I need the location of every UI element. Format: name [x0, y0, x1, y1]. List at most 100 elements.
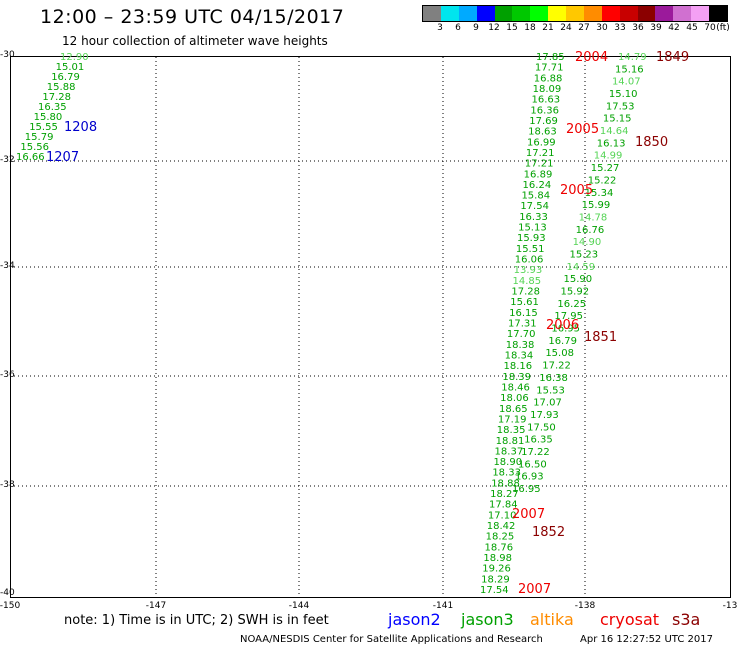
- color-swatch: [601, 6, 620, 21]
- color-swatch: [691, 6, 709, 21]
- wave-height-value: 17.21: [526, 148, 555, 159]
- wave-height-value: 17.85: [536, 52, 565, 63]
- wave-height-value: 16.36: [530, 105, 559, 116]
- page-subtitle: 12 hour collection of altimeter wave hei…: [62, 34, 328, 48]
- wave-height-value: 15.90: [563, 274, 592, 285]
- color-scale-labels: 3 6 9 12 15 18 21 24 27 30 33 36 39 42 45 70 (ft): [422, 23, 730, 35]
- color-swatch: [709, 6, 727, 21]
- satellite-legend-jason2: jason2: [388, 610, 441, 629]
- wave-height-value: 14.99: [594, 151, 623, 162]
- wave-height-value: 16.66: [16, 152, 45, 163]
- wave-height-value: 16.89: [524, 169, 553, 180]
- color-scale-label: 33: [614, 23, 626, 33]
- latitude-tick-label: -40: [0, 588, 15, 598]
- color-swatch: [655, 6, 674, 21]
- color-scale-label: 30: [596, 23, 608, 33]
- wave-height-value: 15.53: [536, 385, 565, 396]
- color-swatch: [440, 6, 459, 21]
- wave-height-value: 18.29: [481, 574, 510, 585]
- wave-height-value: 15.61: [510, 297, 539, 308]
- wave-height-value: 16.24: [523, 180, 552, 191]
- wave-height-value: 14.79: [618, 52, 647, 63]
- wave-height-value: 15.27: [591, 163, 620, 174]
- wave-height-value: 17.50: [527, 422, 556, 433]
- wave-height-value: 18.34: [505, 350, 534, 361]
- color-scale-label: 15: [506, 23, 518, 33]
- wave-height-value: 16.93: [515, 472, 544, 483]
- color-scale-label: 70: [704, 23, 716, 33]
- wave-height-value: 16.88: [534, 73, 563, 84]
- wave-height-value: 18.46: [501, 382, 530, 393]
- wave-height-value: 15.22: [588, 175, 617, 186]
- color-swatch: [548, 6, 566, 21]
- color-scale-label: 12: [488, 23, 500, 33]
- color-scale-label: 27: [578, 23, 590, 33]
- wave-height-value: 17.93: [530, 410, 559, 421]
- color-scale-label: 9: [473, 23, 479, 33]
- wave-height-value: 16.50: [518, 459, 547, 470]
- wave-height-value: 18.88: [491, 478, 520, 489]
- wave-height-value: 16.33: [519, 212, 548, 223]
- wave-height-value: 15.92: [560, 287, 589, 298]
- color-scale-label: 39: [650, 23, 662, 33]
- longitude-tick-label: -147: [145, 601, 167, 611]
- wave-height-value: 18.98: [483, 553, 512, 564]
- wave-height-value: 18.27: [490, 489, 519, 500]
- wave-height-value: 12.90: [60, 52, 89, 63]
- wave-height-value: 15.51: [516, 244, 545, 255]
- wave-height-value: 16.95: [551, 324, 580, 335]
- pass-time-label: 2006: [546, 318, 579, 333]
- wave-height-value: 14.90: [573, 237, 602, 248]
- wave-height-value: 16.63: [532, 95, 561, 106]
- pass-time-label: 1208: [64, 120, 97, 135]
- latitude-tick-label: -34: [0, 261, 15, 271]
- wave-height-value: 15.10: [609, 89, 638, 100]
- color-scale-label: 24: [560, 23, 572, 33]
- wave-height-value: 18.42: [487, 521, 516, 532]
- wave-height-value: 18.65: [499, 404, 528, 415]
- wave-height-value: 16.38: [539, 373, 568, 384]
- wave-height-value: 15.16: [615, 64, 644, 75]
- wave-height-value: 15.84: [521, 191, 550, 202]
- wave-height-value: 18.76: [484, 542, 513, 553]
- longitude-tick-label: -141: [432, 601, 454, 611]
- color-scale-label: 45: [686, 23, 698, 33]
- wave-height-value: 17.21: [525, 159, 554, 170]
- map-frame: [10, 56, 731, 598]
- wave-height-value: 15.08: [545, 348, 574, 359]
- wave-height-value: 15.56: [20, 142, 49, 153]
- color-swatch: [583, 6, 602, 21]
- wave-height-value: 14.78: [579, 212, 608, 223]
- pass-time-label: 2007: [518, 582, 551, 597]
- wave-height-value: 15.79: [25, 132, 54, 143]
- satellite-legend-cryosat: cryosat: [600, 610, 660, 629]
- color-scale-label: 21: [542, 23, 554, 33]
- wave-height-value: 17.19: [498, 414, 527, 425]
- wave-height-value: 17.69: [529, 116, 558, 127]
- wave-height-value: 18.81: [496, 436, 525, 447]
- wave-height-value: 15.13: [518, 223, 547, 234]
- wave-height-value: 18.63: [528, 127, 557, 138]
- wave-height-value: 16.79: [548, 336, 577, 347]
- wave-height-value: 18.33: [492, 468, 521, 479]
- wave-height-value: 18.38: [506, 340, 535, 351]
- wave-height-value: 19.26: [482, 564, 511, 575]
- generated-timestamp: Apr 16 12:27:52 UTC 2017: [580, 634, 713, 645]
- color-scale-label: 36: [632, 23, 644, 33]
- wave-height-value: 16.25: [557, 299, 586, 310]
- wave-height-value: 16.06: [515, 255, 544, 266]
- wave-height-value: 15.88: [47, 82, 76, 93]
- wave-height-value: 17.22: [542, 361, 571, 372]
- pass-time-label: 2005: [560, 183, 593, 198]
- credit-line: NOAA/NESDIS Center for Satellite Applica…: [240, 634, 543, 645]
- color-scale-label: 18: [524, 23, 536, 33]
- pass-time-label: 1851: [584, 330, 617, 345]
- footer-note: note: 1) Time is in UTC; 2) SWH is in fe…: [64, 613, 329, 628]
- pass-time-label: 1852: [532, 525, 565, 540]
- color-scale-label: 6: [455, 23, 461, 33]
- pass-time-label: 2007: [512, 507, 545, 522]
- wave-height-color-scale: [422, 5, 728, 22]
- wave-height-value: 15.01: [56, 62, 85, 73]
- wave-height-value: 18.39: [502, 372, 531, 383]
